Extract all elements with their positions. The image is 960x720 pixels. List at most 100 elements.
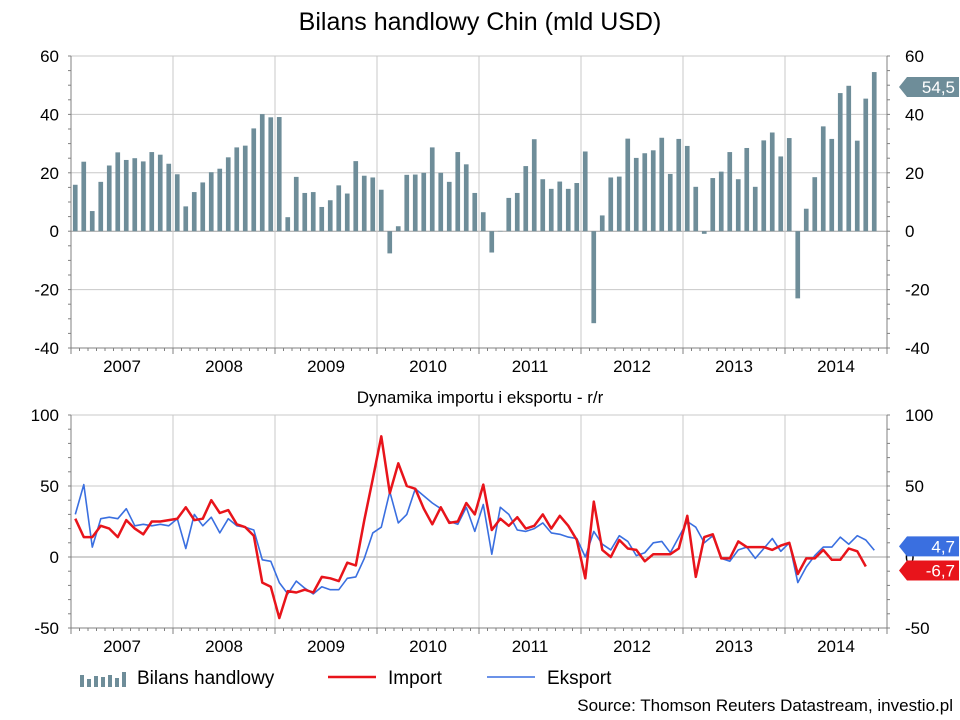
balance-bar [276,117,282,232]
balance-last-badge-shape [899,77,959,98]
bottom-left-ytick-label: 0 [50,548,59,567]
balance-bar [693,186,699,232]
balance-bar [803,208,809,232]
balance-bar [650,150,656,232]
top-year-label: 2013 [715,357,753,376]
legend-export-label: Eksport [547,668,612,689]
bottom-year-label: 2014 [817,637,855,656]
bottom-gridlines [71,414,887,629]
tick-labels: -40 -40 -20 -20 0 0 20 20 40 40 60 60 -50 -50 0 0 50 50 10… [31,47,934,656]
top-right-ytick-label: -40 [905,339,930,358]
balance-bar [81,161,87,232]
legend-import-label: Import [388,668,443,689]
balance-bar [123,159,129,232]
balance-bar [557,181,563,232]
top-left-ytick-label: 0 [50,222,59,241]
line-chart-title: Dynamika importu i eksportu - r/r [357,388,604,407]
balance-bar [752,186,758,232]
export-last-badge: 4,7 [899,536,959,557]
top-left-ytick-label: 60 [40,47,59,66]
balance-bar [387,231,393,254]
balance-bar [676,138,682,232]
balance-bar [132,158,138,232]
balance-bar [608,177,614,232]
bottom-year-label: 2008 [205,637,243,656]
balance-bar [854,140,860,232]
top-year-label: 2011 [512,357,549,376]
balance-bar [302,192,308,232]
balance-bar [421,172,427,232]
import-last-badge-text: -6,7 [926,562,955,581]
export-line [74,483,875,595]
balance-bar [370,177,376,232]
bottom-right-ytick-label: 100 [905,406,933,425]
bottom-year-label: 2013 [715,637,753,656]
balance-bar [285,217,291,232]
balance-bar [761,140,767,232]
balance-bar [327,200,333,232]
balance-bar [531,139,537,232]
balance-bar [157,154,163,232]
balance-bar [344,193,350,232]
balance-bar [497,230,503,232]
balance-bar [540,179,546,232]
balance-bar [718,171,724,232]
balance-bar [837,93,843,232]
top-year-label: 2008 [205,357,243,376]
top-right-ytick-label: 20 [905,164,924,183]
balance-bar [786,138,792,232]
balance-last-badge-text: 54,5 [922,78,955,97]
balance-bar [778,156,784,232]
balance-bar [395,226,401,232]
bottom-year-label: 2011 [512,637,549,656]
balance-bar [871,72,877,232]
balance-bar [217,168,223,232]
top-year-label: 2009 [307,357,345,376]
legend-bar-swatch [80,672,126,687]
legend: Bilans handlowy Import Eksport [80,668,612,689]
balance-bar [293,176,299,232]
axes [68,55,890,634]
top-gridlines [71,55,887,349]
balance-bar [463,164,469,232]
balance-bar [684,145,690,232]
balance-bar [319,206,325,232]
balance-bar [89,211,95,232]
top-right-ytick-label: -20 [905,281,930,300]
balance-bar [795,231,801,299]
balance-bar [659,137,665,232]
balance-bar [523,166,529,232]
trade-balance-bars [72,72,877,324]
balance-bar [242,145,248,232]
bottom-right-ytick-label: 50 [905,477,924,496]
balance-bar [642,153,648,232]
balance-bar [429,147,435,232]
top-year-label: 2014 [817,357,855,376]
balance-bar [710,178,716,232]
top-left-ytick-label: 40 [40,105,59,124]
balance-bar [633,157,639,232]
balance-bar [616,176,622,232]
balance-last-badge: 54,5 [899,77,959,98]
source-note: Source: Thomson Reuters Datastream, inve… [577,696,953,715]
balance-bar [744,147,750,232]
balance-bar [591,231,597,324]
bottom-left-ytick-label: -50 [34,619,59,638]
balance-bar [472,192,478,232]
top-right-ytick-label: 40 [905,105,924,124]
balance-bar [115,152,121,232]
top-year-label: 2012 [613,357,651,376]
balance-bar [234,147,240,232]
balance-bar [574,183,580,232]
last-value-badges: 54,5 4,7 -6,7 [899,77,959,581]
export-last-badge-shape [899,536,959,557]
balance-bar [489,231,495,253]
balance-bar [455,152,461,232]
chart-title: Bilans handlowy Chin (mld USD) [299,8,662,36]
bottom-year-label: 2007 [103,637,141,656]
balance-bar [735,179,741,232]
balance-bar [98,181,104,232]
import-export-lines [74,435,875,620]
balance-bar [599,215,605,232]
